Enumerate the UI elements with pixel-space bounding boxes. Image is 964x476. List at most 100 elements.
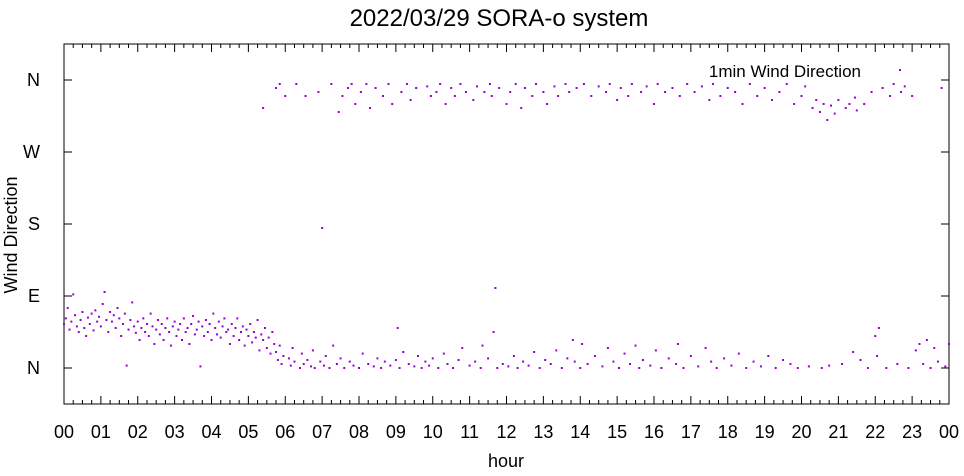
data-point — [597, 85, 600, 88]
data-point — [243, 344, 246, 347]
data-point — [700, 85, 703, 88]
data-point — [870, 91, 873, 93]
data-point — [81, 311, 84, 313]
data-point — [667, 357, 670, 360]
data-point — [346, 87, 349, 89]
data-point — [276, 359, 279, 361]
data-point — [335, 363, 338, 365]
data-point — [804, 85, 807, 88]
data-point — [252, 331, 255, 333]
chart-title: 2022/03/29 SORA-o system — [350, 5, 649, 32]
data-point — [914, 349, 917, 352]
data-point — [206, 331, 209, 333]
data-point — [730, 364, 733, 367]
data-point — [763, 87, 766, 89]
data-point — [372, 365, 375, 368]
y-tick-label: E — [28, 286, 40, 306]
data-point — [488, 83, 491, 85]
data-point — [398, 367, 401, 369]
data-point — [877, 327, 880, 329]
data-point — [844, 107, 847, 109]
x-tick-label: 02 — [128, 422, 148, 442]
data-point — [350, 83, 353, 85]
data-point — [125, 364, 128, 367]
data-point — [608, 83, 611, 85]
data-point — [151, 325, 154, 328]
data-point — [295, 83, 298, 85]
data-point — [560, 367, 563, 369]
data-point — [481, 344, 484, 347]
data-point — [164, 327, 167, 329]
data-point — [118, 317, 121, 320]
x-tick-label: 06 — [275, 422, 295, 442]
data-point — [553, 85, 556, 88]
data-point — [153, 343, 156, 345]
data-point — [474, 360, 477, 363]
data-point — [623, 352, 626, 355]
data-point — [483, 91, 486, 93]
data-point — [450, 87, 453, 89]
data-point — [581, 343, 584, 345]
data-point — [304, 95, 307, 97]
data-point — [420, 367, 423, 369]
data-point — [85, 335, 88, 337]
data-point — [944, 365, 947, 368]
data-point — [369, 107, 372, 109]
data-point — [332, 344, 335, 347]
x-tick-label: 01 — [91, 422, 111, 442]
data-point — [476, 85, 478, 88]
x-tick-label: 21 — [828, 422, 848, 442]
data-point — [313, 367, 316, 369]
data-point — [566, 357, 569, 360]
x-tick-label: 12 — [496, 422, 516, 442]
data-point — [341, 95, 344, 97]
data-point — [487, 357, 490, 360]
legend-label: 1min Wind Direction — [709, 62, 861, 81]
y-tick-label: W — [23, 142, 40, 162]
data-point — [664, 91, 667, 93]
data-point — [748, 83, 751, 85]
data-point — [538, 367, 541, 369]
data-point — [311, 349, 314, 352]
data-point — [374, 87, 377, 89]
data-point — [168, 331, 171, 333]
data-point — [212, 312, 215, 315]
data-point — [413, 365, 416, 368]
data-point — [101, 303, 104, 305]
data-point — [275, 351, 278, 353]
data-point — [437, 367, 440, 369]
data-point — [544, 359, 547, 361]
data-point — [400, 91, 403, 93]
data-point — [337, 111, 340, 113]
data-point — [859, 359, 862, 361]
x-tick-label: 10 — [423, 422, 443, 442]
data-point — [590, 95, 593, 97]
data-point — [616, 99, 619, 101]
data-point — [376, 357, 379, 360]
data-point — [771, 99, 773, 101]
data-point — [675, 363, 678, 365]
data-point — [452, 367, 455, 369]
data-point — [225, 331, 228, 333]
data-point — [723, 357, 726, 360]
data-point — [256, 319, 259, 321]
y-tick-label: S — [28, 214, 40, 234]
data-point — [579, 367, 582, 369]
data-point — [317, 91, 320, 93]
data-point — [782, 359, 785, 361]
data-point — [900, 91, 903, 93]
data-point — [767, 355, 770, 357]
data-point — [147, 335, 150, 337]
data-point — [122, 323, 124, 325]
data-point — [896, 363, 899, 365]
axis-ticks: 00 01 02 03 04 05 06 07 08 09 10 11 12 13 14 15 16 17 18 19… — [23, 44, 959, 442]
data-point — [492, 331, 495, 333]
data-point — [734, 91, 737, 93]
data-point — [461, 347, 464, 349]
data-point — [498, 87, 501, 89]
data-point — [933, 347, 936, 349]
data-point — [815, 99, 818, 101]
data-point — [557, 95, 560, 97]
data-point — [640, 91, 643, 93]
data-point — [136, 320, 139, 323]
